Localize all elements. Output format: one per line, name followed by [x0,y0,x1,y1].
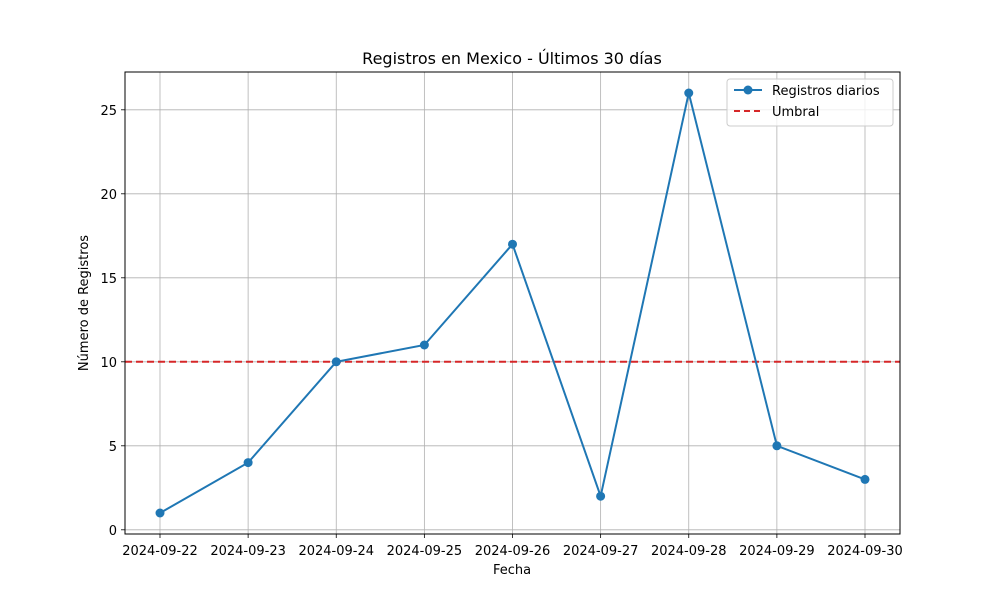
legend-threshold-label: Umbral [772,105,819,120]
y-axis-ticks: 0 5 10 15 20 25 [100,104,125,539]
y-tick-label: 10 [100,356,117,371]
data-point [243,458,253,468]
data-point [772,441,782,451]
legend-box [726,78,894,127]
x-tick-label: 2024-09-24 [298,544,374,559]
series-layer [155,88,870,518]
x-tick-label: 2024-09-23 [210,544,286,559]
data-point [155,508,165,518]
x-tick-label: 2024-09-28 [651,544,727,559]
y-tick-label: 5 [109,440,117,455]
x-tick-label: 2024-09-22 [122,544,198,559]
x-tick-label: 2024-09-26 [475,544,551,559]
data-point [684,88,694,98]
data-point [331,357,341,367]
data-point [860,474,870,484]
x-axis-title: Fecha [493,563,531,578]
data-point [419,340,429,350]
x-tick-label: 2024-09-30 [827,544,903,559]
y-tick-label: 15 [100,272,117,287]
legend: Registros diarios Umbral [726,78,894,127]
y-tick-label: 25 [100,104,117,119]
y-axis-title: Número de Registros [77,235,92,371]
y-tick-label: 20 [100,188,117,203]
legend-series-label: Registros diarios [772,84,880,99]
y-tick-label: 0 [109,524,117,539]
chart-title: Registros en Mexico - Últimos 30 días [362,49,662,68]
data-point [508,239,517,249]
x-axis-ticks: 2024-09-22 2024-09-23 2024-09-24 2024-09-25… [122,534,903,559]
grid [125,72,900,534]
data-point [596,491,606,501]
legend-series-marker [743,85,753,95]
x-tick-label: 2024-09-25 [387,544,463,559]
x-tick-label: 2024-09-27 [563,544,639,559]
x-tick-label: 2024-09-29 [739,544,815,559]
